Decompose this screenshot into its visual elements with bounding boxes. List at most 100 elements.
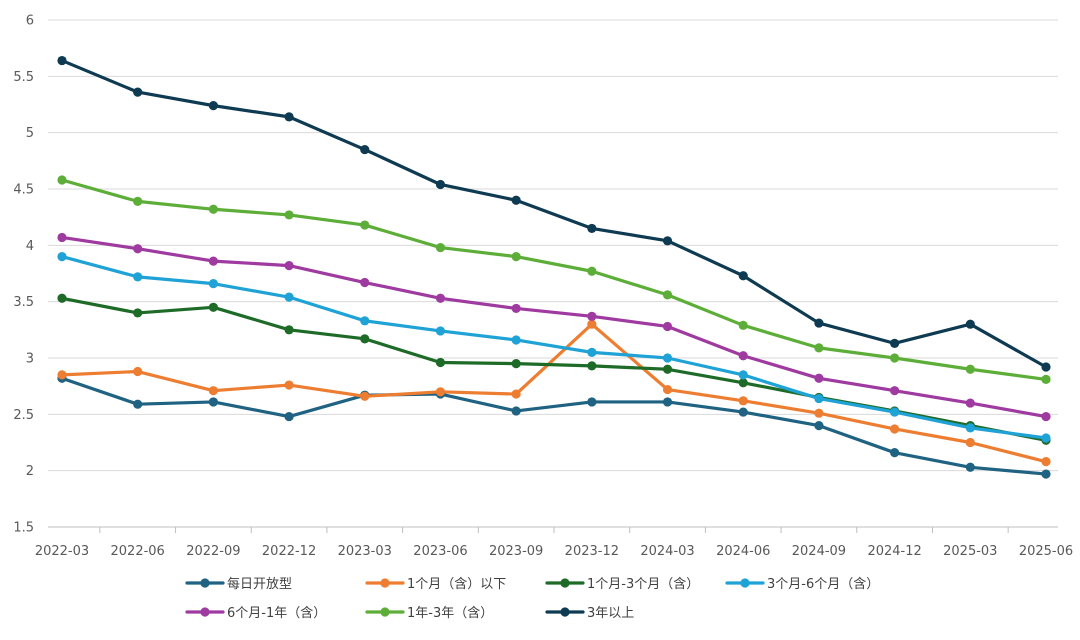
legend-marker [380,578,390,588]
series-7 [57,55,1051,372]
data-point [511,195,521,205]
legend-label: 每日开放型 [227,576,292,592]
x-tick-label: 2022-03 [35,544,89,559]
data-point [587,311,597,321]
data-point [57,252,67,262]
legend-label: 3个月-6个月（含） [767,576,879,592]
data-point [814,421,824,431]
data-point [208,204,218,214]
data-point [1041,433,1051,443]
data-point [662,321,673,332]
x-axis: 2022-03 2022-06 2022-09 2022-12 2023-03 2023-… [35,527,1073,559]
legend-marker [740,578,750,588]
data-point [511,335,521,345]
series-4 [57,252,1051,443]
x-tick-label: 2022-06 [111,544,165,559]
series-line [60,296,1048,442]
data-point [284,261,294,271]
series-5 [57,232,1051,422]
data-point [511,389,521,399]
data-point [890,338,900,348]
data-point [965,462,975,472]
data-point [662,364,673,374]
legend-label: 6个月-1年（含） [227,605,326,621]
x-tick-label: 2024-12 [867,544,921,559]
data-point [360,334,370,344]
data-point [284,325,294,335]
data-point [1041,411,1051,422]
data-point [133,196,143,206]
data-point [662,397,673,407]
data-point [57,293,67,303]
data-point [738,407,748,417]
data-point [662,353,673,363]
data-point [208,256,218,266]
data-point [511,359,521,369]
data-point [814,373,824,383]
data-point [133,244,143,254]
data-point [360,220,370,230]
data-point [965,364,975,374]
data-point [738,351,748,361]
data-point [814,393,824,404]
data-point [435,387,446,397]
data-point [587,319,597,329]
y-tick-label: 2 [26,464,34,479]
gridlines [48,19,1058,528]
data-point [208,101,218,111]
data-point [965,423,975,433]
legend-marker [380,607,390,617]
data-point [133,272,143,282]
data-point [57,55,67,66]
data-point [890,407,900,417]
data-point [587,347,597,357]
data-point [965,319,975,329]
legend-marker [560,607,570,617]
data-point [587,361,597,371]
data-point [511,303,521,314]
data-point [57,232,67,243]
series-line [60,255,1048,440]
data-point [890,386,900,396]
data-point [662,236,673,246]
data-point [360,277,370,288]
data-point [435,293,446,303]
data-point [435,357,446,368]
y-axis: 1.5 2 2.5 3 3.5 4 4.5 5 5.5 6 [13,14,34,536]
legend-item-4: 3个月-6个月（含） [725,576,879,592]
data-point [284,292,294,302]
data-point [57,370,67,380]
data-point [738,271,748,281]
x-tick-label: 2025-06 [1019,544,1073,559]
y-tick-label: 5 [26,126,34,141]
x-tick-label: 2024-03 [640,544,694,559]
data-point [738,378,748,388]
y-tick-label: 5.5 [13,70,34,85]
data-point [814,408,824,418]
x-tick-label: 2022-12 [262,544,316,559]
legend-marker [200,607,210,617]
data-point [890,353,900,363]
series-line [60,376,1048,476]
data-point [133,399,143,409]
data-point [360,144,370,155]
data-point [133,87,143,97]
x-tick-label: 2023-09 [489,544,543,559]
series-line [60,178,1048,382]
series-6 [57,175,1051,385]
data-point [284,411,294,422]
data-point [208,279,218,289]
legend-marker [200,578,210,588]
data-point [133,366,143,377]
data-point [587,266,597,276]
x-tick-label: 2023-06 [413,544,467,559]
series-3 [57,293,1051,445]
data-point [662,384,673,395]
data-point [1041,457,1051,467]
data-point [511,252,521,262]
data-point [587,397,597,407]
x-tick-label: 2024-09 [792,544,846,559]
series-2 [57,319,1051,467]
data-point [435,179,446,190]
data-point [965,398,975,408]
